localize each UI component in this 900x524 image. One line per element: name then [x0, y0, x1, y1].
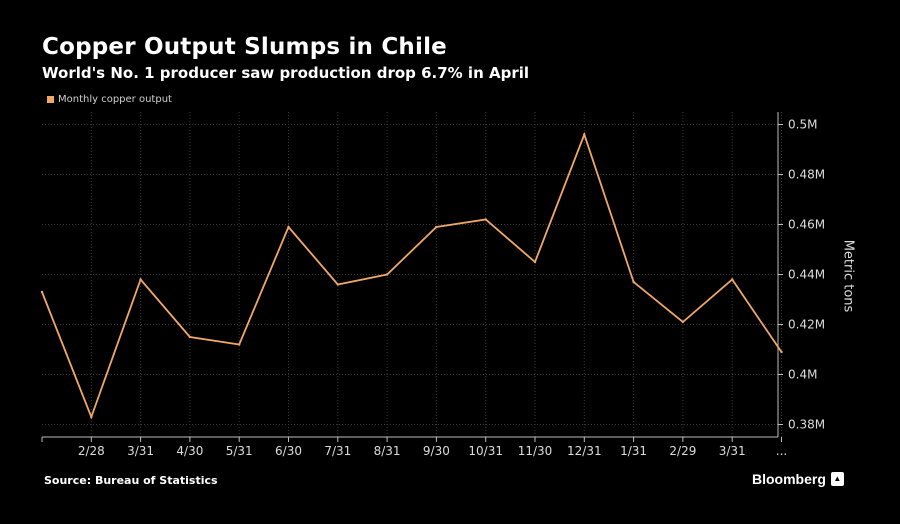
source-note: Source: Bureau of Statistics — [44, 474, 218, 487]
data-point — [139, 278, 142, 281]
bloomberg-terminal-icon: ▲ — [830, 472, 844, 486]
data-point — [385, 273, 389, 276]
axes — [41, 112, 783, 442]
legend-label: Monthly copper output — [58, 94, 172, 105]
y-tick-label: 0.5M — [788, 118, 817, 132]
x-tick-label: 3/31 — [127, 444, 154, 458]
x-tick-label: ... — [776, 444, 787, 458]
data-point — [780, 350, 783, 354]
data-point — [90, 415, 93, 419]
chart-title: Copper Output Slumps in Chile — [42, 34, 447, 60]
data-point — [681, 320, 685, 324]
y-tick-label: 0.38M — [788, 418, 825, 432]
y-tick-label: 0.48M — [788, 168, 825, 182]
x-tick-label: 3/31 — [719, 444, 746, 458]
y-axis-label: Metric tons — [840, 239, 856, 313]
x-tick-label: 8/31 — [374, 444, 401, 458]
data-point — [583, 133, 586, 136]
data-point — [731, 278, 734, 281]
data-point — [533, 260, 537, 264]
data-point — [238, 343, 241, 346]
x-tick-label: 4/30 — [176, 444, 203, 458]
data-point — [188, 335, 192, 339]
grid-lines — [42, 112, 782, 437]
x-tick-label: 2/29 — [669, 444, 696, 458]
x-tick-label: 6/30 — [275, 444, 302, 458]
x-tick-label: 12/31 — [567, 444, 602, 458]
data-point — [632, 280, 635, 284]
x-tick-label: 2/28 — [78, 444, 105, 458]
data-point — [484, 218, 487, 221]
data-point — [287, 225, 290, 229]
y-tick-label: 0.44M — [788, 268, 825, 282]
x-tick-labels: 2/28 3/31 4/30 5/31 6/30 7/31 8/31 9/30 10/31 11/… — [78, 444, 787, 458]
legend: Monthly copper output — [47, 94, 172, 105]
y-tick-labels: 0.38M 0.4M 0.42M 0.44M 0.46M 0.48M 0.5M — [788, 118, 825, 432]
chart-subtitle: World's No. 1 producer saw production dr… — [42, 64, 530, 82]
y-tick-label: 0.4M — [788, 368, 817, 382]
data-point — [336, 283, 339, 286]
y-tick-label: 0.46M — [788, 218, 825, 232]
x-tick-label: 1/31 — [620, 444, 647, 458]
series-line-monthly-copper-output — [41, 131, 783, 420]
x-tick-label: 11/30 — [518, 444, 553, 458]
y-tick-label: 0.42M — [788, 318, 825, 332]
series — [40, 131, 783, 420]
data-point — [40, 290, 44, 294]
brand-logo: Bloomberg ▲ — [752, 471, 844, 487]
x-tick-label: 7/31 — [324, 444, 351, 458]
brand-name: Bloomberg — [752, 471, 826, 487]
data-point — [435, 225, 438, 229]
x-tick-label: 5/31 — [226, 444, 253, 458]
x-tick-label: 10/31 — [468, 444, 503, 458]
x-tick-label: 9/30 — [423, 444, 450, 458]
legend-swatch — [47, 96, 54, 103]
